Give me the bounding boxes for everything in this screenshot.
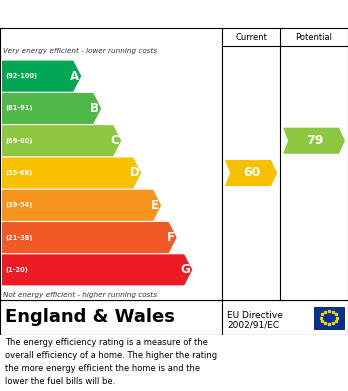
Polygon shape bbox=[225, 160, 277, 186]
Text: Potential: Potential bbox=[295, 32, 333, 41]
Polygon shape bbox=[2, 158, 141, 188]
Bar bbox=[314, 307, 344, 328]
Text: (1-20): (1-20) bbox=[5, 267, 28, 273]
Text: Very energy efficient - lower running costs: Very energy efficient - lower running co… bbox=[3, 48, 157, 54]
Text: Current: Current bbox=[235, 32, 267, 41]
Polygon shape bbox=[2, 190, 161, 221]
Text: The energy efficiency rating is a measure of the
overall efficiency of a home. T: The energy efficiency rating is a measur… bbox=[5, 338, 217, 386]
Text: (55-68): (55-68) bbox=[5, 170, 32, 176]
Polygon shape bbox=[283, 127, 345, 154]
Text: (92-100): (92-100) bbox=[5, 73, 37, 79]
Polygon shape bbox=[2, 254, 192, 285]
Text: 2002/91/EC: 2002/91/EC bbox=[227, 320, 279, 329]
Text: England & Wales: England & Wales bbox=[5, 308, 175, 326]
Polygon shape bbox=[2, 222, 177, 253]
Text: (21-38): (21-38) bbox=[5, 235, 32, 240]
Text: C: C bbox=[110, 134, 119, 147]
Text: 79: 79 bbox=[306, 134, 324, 147]
Polygon shape bbox=[2, 61, 81, 91]
Text: A: A bbox=[70, 70, 79, 83]
Text: 60: 60 bbox=[243, 167, 261, 179]
Text: D: D bbox=[129, 167, 139, 179]
Text: Energy Efficiency Rating: Energy Efficiency Rating bbox=[7, 7, 217, 22]
Text: E: E bbox=[151, 199, 159, 212]
Text: (39-54): (39-54) bbox=[5, 202, 32, 208]
Text: G: G bbox=[181, 264, 190, 276]
Polygon shape bbox=[2, 125, 121, 156]
Text: B: B bbox=[90, 102, 99, 115]
Text: EU Directive: EU Directive bbox=[227, 311, 283, 320]
Polygon shape bbox=[2, 93, 101, 124]
Text: (69-80): (69-80) bbox=[5, 138, 32, 144]
Text: Not energy efficient - higher running costs: Not energy efficient - higher running co… bbox=[3, 292, 157, 298]
Text: F: F bbox=[167, 231, 175, 244]
Text: (81-91): (81-91) bbox=[5, 106, 32, 111]
